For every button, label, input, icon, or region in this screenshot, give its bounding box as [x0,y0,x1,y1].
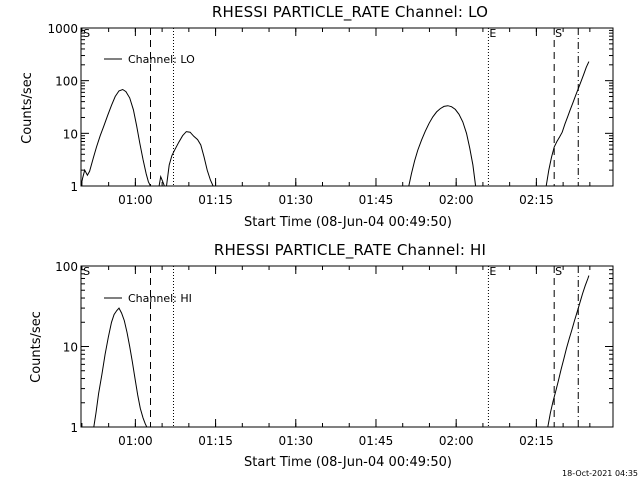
lo-y-tick-label: 1000 [47,22,78,36]
generation-timestamp: 18-Oct-2021 04:35 [562,469,638,478]
lo-rate-segment-2 [158,131,214,187]
hi-axis-ticks: 1 10 100 01:00 01:15 01:30 01:45 02:00 02:15 [55,260,613,448]
hi-channel-panel: RHESSI PARTICLE_RATE Channel: HI Counts/… [29,241,614,470]
hi-y-tick-label: 10 [63,341,78,355]
hi-rate-segment-2 [547,275,590,428]
hi-marker-label: E [489,265,496,278]
lo-y-tick-label: 1 [70,180,78,194]
hi-x-tick-label: 01:45 [359,434,394,448]
hi-series [93,275,590,428]
hi-x-tick-label: 02:15 [519,434,554,448]
lo-y-axis-label: Counts/sec [20,72,35,144]
hi-x-axis-label: Start Time (08-Jun-04 00:49:50) [244,455,452,470]
lo-marker-label: S [83,27,90,40]
hi-x-tick-label: 02:00 [439,434,474,448]
lo-x-tick-label: 01:45 [359,193,394,207]
lo-rate-segment-3 [408,105,477,187]
hi-marker-label: S [83,265,90,278]
hi-legend-label: Channel: HI [128,292,192,305]
lo-y-tick-label: 100 [55,75,78,89]
hi-marker-label: S [555,265,562,278]
lo-x-tick-label: 02:15 [519,193,554,207]
hi-plot-frame [80,265,614,428]
hi-x-tick-label: 01:00 [118,434,153,448]
lo-axis-ticks: 1 10 100 1000 01:00 01:15 01:30 01:45 02:00 02:15 [47,22,613,207]
hi-x-tick-label: 01:30 [278,434,313,448]
hi-chart-title: RHESSI PARTICLE_RATE Channel: HI [214,241,486,260]
lo-marker-label: E [489,27,496,40]
hi-y-axis-label: Counts/sec [29,311,44,383]
lo-plot-frame [80,27,614,187]
lo-x-tick-label: 02:00 [439,193,474,207]
lo-legend-label: Channel: LO [128,53,195,66]
hi-y-tick-label: 100 [55,260,78,274]
lo-x-tick-label: 01:30 [278,193,313,207]
lo-channel-panel: RHESSI PARTICLE_RATE Channel: LO Counts/… [20,3,614,230]
lo-rate-segment-1 [80,88,151,187]
lo-y-tick-label: 10 [63,127,78,141]
hi-rate-segment-1 [93,307,148,428]
lo-x-tick-label: 01:00 [118,193,153,207]
hi-x-tick-label: 01:15 [198,434,233,448]
lo-series [80,61,590,187]
hi-y-tick-label: 1 [70,421,78,435]
lo-marker-label: S [555,27,562,40]
lo-x-axis-label: Start Time (08-Jun-04 00:49:50) [244,215,452,230]
lo-chart-title: RHESSI PARTICLE_RATE Channel: LO [212,3,488,22]
lo-x-tick-label: 01:15 [198,193,233,207]
lo-rate-segment-4 [545,61,590,187]
